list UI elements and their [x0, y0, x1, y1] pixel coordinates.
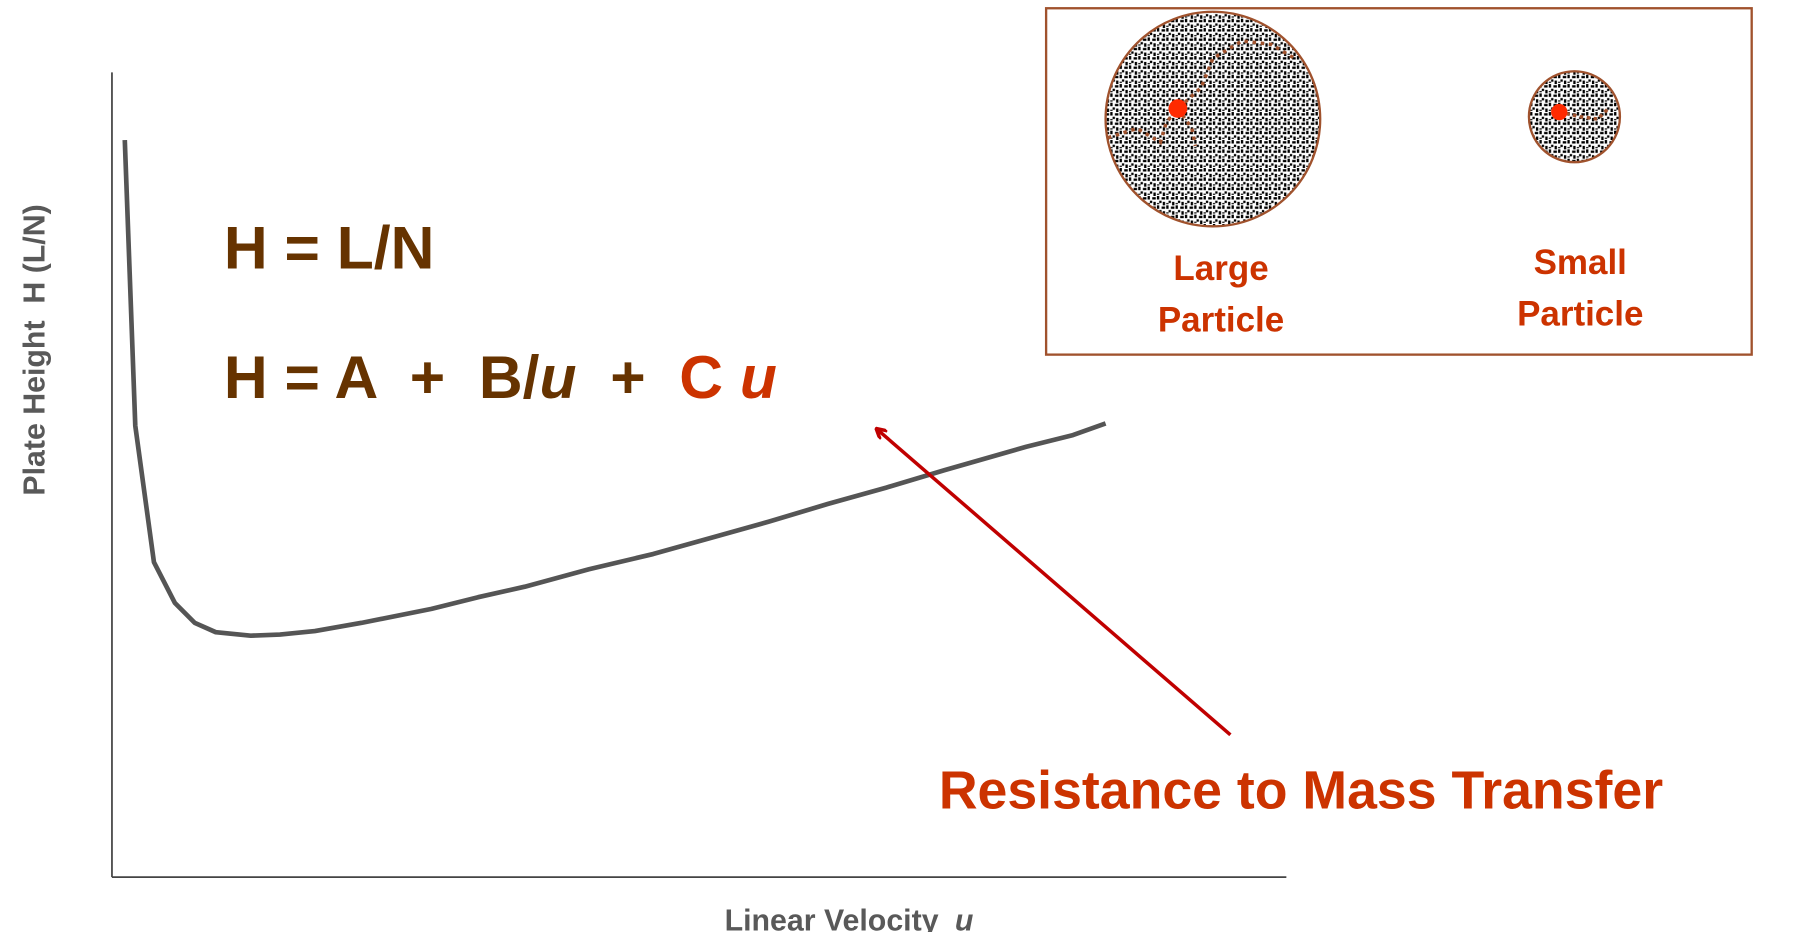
x-axis-label-text: Linear Velocity: [725, 905, 939, 932]
equation-plate-height: H = L/N: [224, 213, 435, 281]
inset-label: Particle: [1158, 300, 1284, 339]
equation-term: C: [679, 343, 740, 411]
inset-label: Particle: [1517, 294, 1643, 333]
y-axis-label: Plate Height H (L/N): [18, 204, 51, 495]
page: Plate Height H (L/N) Linear Velocity u H …: [0, 0, 1810, 932]
slide: Plate Height H (L/N) Linear Velocity u H …: [0, 0, 1810, 932]
inset-label: Large: [1173, 249, 1268, 288]
analyte-dot: [1169, 99, 1188, 118]
x-axis-label: Linear Velocity u: [725, 905, 974, 932]
analyte-dot: [1551, 104, 1567, 120]
inset-label: Small: [1534, 243, 1627, 282]
equation-term: +: [577, 343, 680, 411]
equation-term: u: [740, 343, 777, 411]
x-axis-label-symbol: u: [955, 905, 974, 932]
annotation: Resistance to Mass Transfer: [939, 760, 1663, 820]
equation-van-deemter: H = A + B/u + C u: [224, 343, 777, 411]
equation-term: H = A + B/: [224, 343, 540, 411]
large-particle: [1106, 12, 1321, 227]
annotation-arrow: [877, 429, 1230, 735]
equation-term: u: [539, 343, 576, 411]
